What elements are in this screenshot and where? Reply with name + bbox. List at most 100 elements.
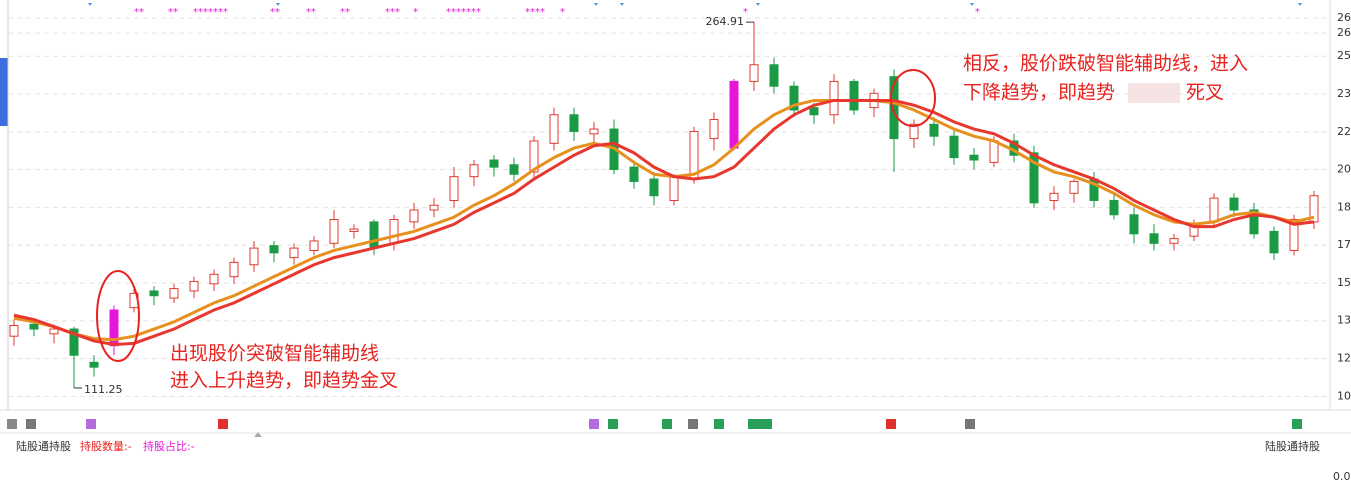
candle-body: [229, 261, 239, 278]
candle-body: [1269, 230, 1279, 254]
candle-body: [1289, 219, 1299, 251]
candle-body: [309, 240, 319, 251]
candle-body: [1209, 197, 1219, 223]
y-tick-label: 10: [1337, 389, 1351, 402]
annotation: 出现股价突破智能辅助线: [170, 343, 379, 365]
candle-body: [449, 176, 459, 201]
candle-body: [709, 119, 719, 140]
svg-text:**: **: [306, 7, 316, 18]
candle-body: [49, 328, 59, 335]
candle-body: [749, 64, 759, 82]
candle-body: [289, 247, 299, 259]
candle-body: [949, 135, 959, 159]
annotation: 相反，股价跌破智能辅助线，进入: [963, 53, 1248, 75]
candle-body: [549, 114, 559, 144]
candle-body: [569, 114, 579, 132]
candle-body: [1069, 180, 1079, 194]
panel-title: 陆股通持股: [1265, 439, 1320, 453]
candle-body: [409, 209, 419, 223]
candle-body: [769, 64, 779, 87]
side-tab: [0, 58, 8, 126]
panel-title: 陆股通持股: [16, 439, 71, 453]
panel-field: 持股占比:-: [143, 439, 195, 453]
low-label: 111.25: [84, 383, 123, 396]
y-tick-label: 26: [1337, 11, 1351, 24]
y-tick-label: 25: [1337, 49, 1351, 62]
candle-body: [349, 228, 359, 232]
candle-body: [1229, 197, 1239, 211]
candle-body: [629, 166, 639, 182]
annotation: 下降趋势，即趋势: [963, 82, 1115, 104]
svg-text:***: ***: [385, 7, 400, 18]
svg-text:**: **: [168, 7, 178, 18]
candle-body: [529, 140, 539, 173]
candle-body: [909, 123, 919, 140]
y-tick-label: 12: [1337, 352, 1351, 365]
svg-text:*******: *******: [446, 7, 481, 18]
svg-text:*: *: [413, 7, 418, 18]
panel-field: 持股数量:-: [80, 439, 132, 453]
candle-body: [829, 80, 839, 116]
candle-body: [489, 159, 499, 168]
marks: [8, 17, 1330, 397]
y-tick-label: 22: [1337, 125, 1351, 138]
candle-body: [69, 328, 79, 356]
trend-line: [13, 98, 1315, 342]
peak-label: 264.91: [706, 15, 745, 28]
y-tick-label: 13: [1337, 314, 1351, 327]
svg-text:**: **: [134, 7, 144, 18]
candle-body: [589, 128, 599, 135]
candle-body: [189, 280, 199, 292]
candle-body: [1169, 238, 1179, 244]
candle-body: [1109, 199, 1119, 216]
candle-body: [729, 80, 739, 149]
candle-body: [969, 154, 979, 161]
svg-text:*: *: [743, 7, 748, 18]
svg-text:**: **: [270, 7, 280, 18]
candle-body: [369, 221, 379, 249]
highlight-circle: [96, 270, 140, 362]
svg-text:****: ****: [525, 7, 545, 18]
blur: [1128, 83, 1180, 103]
candle-body: [89, 361, 99, 368]
candle-body: [509, 164, 519, 175]
trend-line: [13, 98, 1315, 347]
candle-body: [1149, 233, 1159, 244]
svg-text:*******: *******: [193, 7, 228, 18]
candle-body: [1049, 192, 1059, 201]
candle-body: [249, 247, 259, 266]
candle-body: [809, 107, 819, 116]
event-icons: [7, 419, 1302, 437]
panel-value: 0.00: [1333, 470, 1351, 483]
y-tick-label: 15: [1337, 276, 1351, 289]
candle-body: [849, 80, 859, 111]
candle-body: [669, 176, 679, 201]
y-tick-label: 26: [1337, 26, 1351, 39]
candle-body: [1249, 209, 1259, 235]
candle-body: [929, 123, 939, 137]
candle-body: [209, 273, 219, 285]
candle-body: [29, 323, 39, 330]
svg-text:*: *: [560, 7, 565, 18]
candle-body: [389, 219, 399, 244]
annotation: 死叉: [1186, 82, 1224, 104]
y-tick-label: 18: [1337, 200, 1351, 213]
candle-body: [149, 290, 159, 297]
signal-triangles: [88, 3, 1302, 6]
candle-body: [169, 288, 179, 299]
candle-body: [1129, 214, 1139, 235]
y-tick-label: 20: [1337, 163, 1351, 176]
signals: ** ** ******* ** ** ** *** * ******* **** * * *: [134, 7, 980, 18]
y-tick-label: 17: [1337, 238, 1351, 251]
candle-body: [889, 76, 899, 140]
candle-body: [329, 219, 339, 244]
highlight-circle: [890, 69, 936, 127]
candle-body: [269, 245, 279, 254]
svg-text:**: **: [340, 7, 350, 18]
candle-body: [789, 85, 799, 111]
candle-body: [429, 204, 439, 211]
candle-body: [1029, 152, 1039, 204]
annotation: 进入上升趋势，即趋势金叉: [170, 370, 398, 392]
